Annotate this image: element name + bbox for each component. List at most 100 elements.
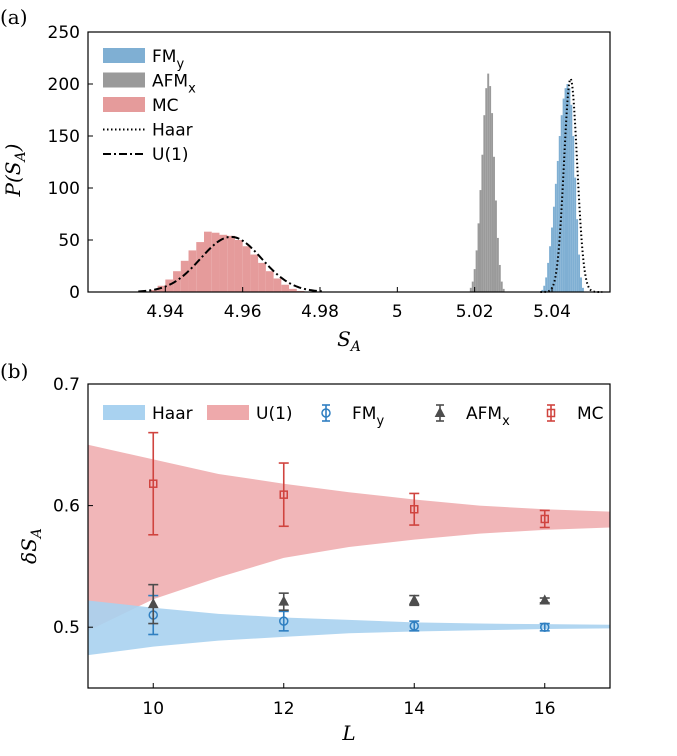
y-label-sub: A [29, 528, 45, 540]
x-axis-label: L [341, 721, 355, 745]
x-tick-label: 10 [142, 699, 164, 719]
hist-bar [552, 206, 555, 292]
hist-bar [498, 264, 501, 292]
y-label-main: δS [17, 538, 41, 564]
legend-label-main: MC [152, 96, 179, 116]
hist-bar [473, 269, 476, 292]
legend-b: Haar U(1) FMy AFMx MC [103, 404, 604, 429]
hist-bar [554, 183, 557, 292]
hist-bar [574, 177, 577, 292]
y-label-sub: A [13, 151, 29, 163]
hist-bar [475, 250, 478, 292]
hist-bar [547, 262, 550, 292]
hist-bar [481, 154, 484, 292]
marker-triangle [147, 598, 159, 609]
legend-label-main: FM [152, 47, 176, 67]
hist-bar [273, 278, 282, 292]
axes-frame [87, 31, 611, 293]
legend-label-sub: x [188, 82, 196, 97]
hist-bar [549, 246, 552, 292]
hist-bar [227, 235, 235, 292]
series-mc [148, 431, 550, 536]
x-tick-label: 14 [403, 699, 425, 719]
hist-bar [568, 88, 571, 292]
legend-label: FMy [152, 47, 184, 72]
hist-bar [564, 88, 567, 292]
hist-bar [471, 281, 474, 292]
y-tick-label: 0.5 [53, 618, 80, 638]
hist-bar [541, 289, 544, 292]
marker-square [410, 504, 419, 514]
hist-bar [580, 277, 582, 292]
hist-fmy [541, 84, 584, 292]
legend-label: U(1) [152, 145, 189, 165]
marker-circle [409, 621, 419, 631]
legend-label-main: AFM [152, 72, 188, 92]
x-tick-label: 5.02 [456, 302, 494, 322]
legend-label-main: Haar [152, 404, 193, 424]
hist-bar [502, 288, 505, 292]
hist-bar [543, 285, 546, 292]
legend-label-main: AFM [466, 404, 502, 424]
x-tick-label: 12 [273, 699, 295, 719]
legend-label: MC [577, 404, 604, 424]
x-label-main: S [337, 327, 351, 351]
marker-circle [321, 408, 331, 418]
panel-a: 4.94 4.96 4.98 5 5.02 5.04050100150200250SAP(… [0, 5, 611, 355]
hist-bar [545, 277, 548, 292]
hist-bar [560, 115, 563, 292]
hist-bar [188, 250, 197, 292]
hist-afmx [469, 73, 505, 293]
marker-triangle [408, 594, 420, 605]
hist-bar [491, 113, 494, 293]
curve-haar [540, 77, 603, 293]
x-tick-label: 4.98 [301, 302, 339, 322]
legend-swatch [103, 97, 145, 112]
hist-bar [556, 160, 559, 292]
y-axis-label: P(SA) [1, 144, 29, 198]
marker-square [546, 408, 556, 418]
legend-label: Haar [152, 121, 193, 141]
hist-bar [180, 260, 189, 292]
hist-bar [581, 287, 584, 292]
legend-label: U(1) [256, 404, 293, 424]
band-haar [88, 600, 610, 656]
hist-bar [558, 136, 561, 292]
hist-bar [211, 232, 220, 292]
legend-label: AFMx [466, 404, 510, 429]
marker-square [540, 514, 549, 524]
hist-bar [570, 104, 573, 292]
legend-swatch [207, 405, 249, 420]
hist-mc [149, 231, 305, 292]
legend-swatch [103, 48, 145, 63]
hist-bar [551, 227, 553, 292]
hist-bar [562, 98, 565, 292]
hist-bar [281, 284, 290, 292]
marker-triangle [434, 406, 446, 417]
x-tick-label: 4.94 [146, 302, 184, 322]
hist-bar [250, 254, 259, 292]
hist-bar [242, 246, 251, 292]
y-tick-label: 250 [48, 23, 80, 43]
hist-bar [566, 84, 569, 292]
hist-bar [173, 271, 181, 292]
hist-bar [469, 287, 472, 292]
y-tick-label: 150 [48, 127, 80, 147]
legend-label-main: FM [352, 404, 376, 424]
y-label-p: P(S [1, 161, 25, 197]
band-u1 [88, 444, 610, 631]
y-tick-label: 200 [48, 75, 80, 95]
legend-label-main: U(1) [256, 404, 293, 424]
x-axis-label: SA [337, 327, 361, 355]
series-afmx [147, 583, 551, 625]
x-tick-label: 5.04 [533, 302, 571, 322]
hist-bar [165, 279, 174, 292]
y-tick-label: 50 [58, 231, 80, 251]
hist-bar [489, 86, 492, 292]
y-axis-label: δSA [17, 528, 45, 564]
legend-label-sub: y [176, 57, 184, 72]
marker-square [149, 479, 158, 488]
